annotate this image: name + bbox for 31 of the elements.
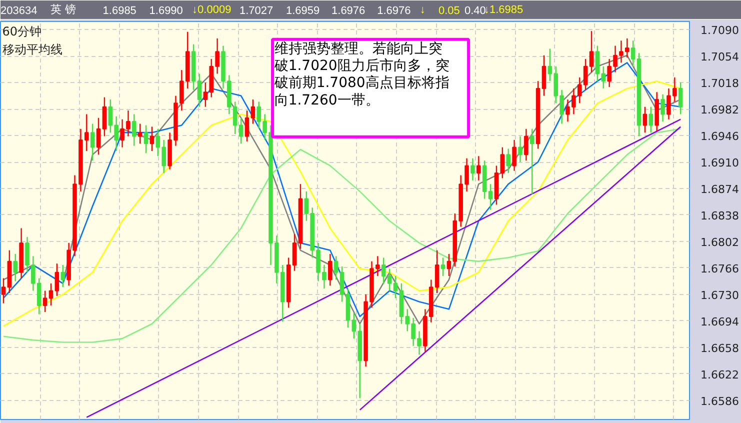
- text: 1.6976: [377, 5, 411, 17]
- y-tick-label: 1.6982: [700, 104, 739, 117]
- text: 1.6976: [332, 5, 366, 17]
- y-tick-label: 1.6802: [700, 236, 739, 249]
- y-tick-label: 1.6730: [700, 288, 739, 302]
- text: ↓0.0009: [192, 4, 232, 16]
- text: 1.7027: [239, 5, 274, 17]
- y-tick-label: 1.6766: [700, 262, 739, 276]
- y-tick-label: 1.6838: [700, 209, 739, 222]
- y-tick-label: 1.6946: [700, 130, 739, 144]
- text: 1.6990: [149, 5, 183, 17]
- text: 203634: [0, 5, 38, 17]
- text: 0.40: [464, 5, 486, 17]
- y-tick-label: 1.6658: [700, 342, 739, 355]
- y-tick-label: 1.7090: [700, 24, 739, 38]
- text: 移动平均线: [2, 42, 62, 57]
- y-tick-label: 1.6622: [700, 368, 739, 382]
- text: 0.05: [438, 5, 460, 17]
- text: ↓: [420, 4, 426, 16]
- y-tick-label: 1.6910: [700, 156, 739, 170]
- chart-title: 60分钟: [2, 24, 42, 39]
- y-tick-label: 1.7018: [700, 77, 739, 90]
- text: ↓1.6985: [484, 4, 524, 16]
- y-tick-label: 1.6586: [700, 394, 739, 408]
- text: 英 镑: [50, 3, 76, 16]
- y-tick-label: 1.6874: [700, 183, 739, 196]
- y-tick-label: 1.7054: [700, 50, 739, 64]
- annotation: 维持强势整理。若能向上突破1.7020阻力后市向多，突破前期1.7080高点目标将指向1.7260一带。: [273, 41, 450, 108]
- text: 1.6959: [286, 5, 320, 17]
- text: 1.6985: [102, 5, 136, 17]
- y-tick-label: 1.6694: [700, 315, 739, 328]
